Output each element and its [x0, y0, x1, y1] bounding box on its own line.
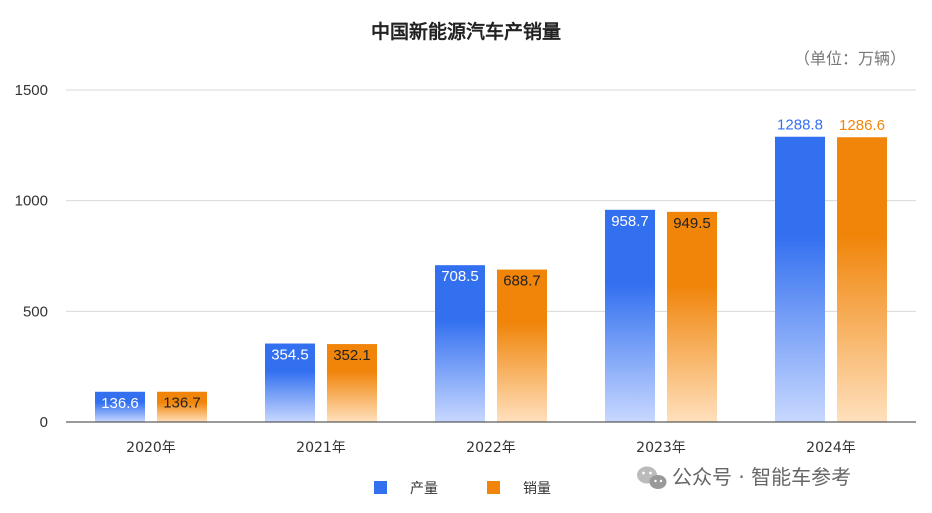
x-tick-label: 2020年: [126, 440, 176, 456]
x-tick-label: 2022年: [466, 440, 516, 456]
data-label: 352.1: [333, 347, 371, 364]
data-label: 136.6: [101, 395, 139, 412]
y-tick-label: 1000: [15, 193, 48, 210]
legend-swatch: [374, 481, 387, 494]
data-label: 354.5: [271, 347, 309, 364]
x-tick-label: 2023年: [636, 440, 686, 456]
unit-note: （单位：万辆）: [794, 49, 906, 68]
bar-sales-3: [667, 211, 717, 422]
bar-production-2: [435, 265, 485, 422]
x-tick-label: 2024年: [806, 440, 856, 456]
data-labels: 136.6 136.7 354.5 352.1 708.5 688.7 958.7 949.5…: [101, 117, 885, 412]
bars: [95, 136, 887, 422]
x-tick-label: 2021年: [296, 440, 346, 456]
y-axis-ticks: 0 500 1000 1500: [15, 82, 48, 431]
bar-production-3: [605, 209, 655, 422]
data-label: 1288.8: [777, 117, 823, 134]
legend-label: 销量: [523, 481, 551, 497]
data-label: 136.7: [163, 395, 201, 412]
bar-sales-2: [497, 269, 547, 422]
x-axis-ticks: 2020年 2021年 2022年 2023年 2024年: [126, 440, 856, 456]
watermark: 公众号 · 智能车参考: [637, 465, 851, 489]
chart-title: 中国新能源汽车产销量: [371, 20, 561, 43]
data-label: 688.7: [503, 273, 541, 290]
legend-swatch: [487, 481, 500, 494]
data-label: 1286.6: [839, 117, 885, 134]
data-label: 708.5: [441, 268, 479, 285]
bar-production-4: [775, 136, 825, 422]
data-label: 958.7: [611, 213, 649, 230]
y-tick-label: 0: [40, 414, 48, 431]
bar-sales-1: [327, 344, 377, 422]
wechat-icon: [637, 466, 667, 489]
y-tick-label: 500: [23, 303, 48, 320]
data-label: 949.5: [673, 215, 711, 232]
watermark-text: 公众号 · 智能车参考: [672, 465, 851, 489]
bar-production-1: [265, 343, 315, 422]
gridlines: [66, 89, 916, 312]
y-tick-label: 1500: [15, 82, 48, 99]
bar-sales-4: [837, 137, 887, 422]
bar-sales-0: [157, 391, 207, 422]
legend: 产量 销量: [374, 481, 551, 497]
bar-production-0: [95, 391, 145, 422]
legend-label: 产量: [410, 481, 438, 497]
